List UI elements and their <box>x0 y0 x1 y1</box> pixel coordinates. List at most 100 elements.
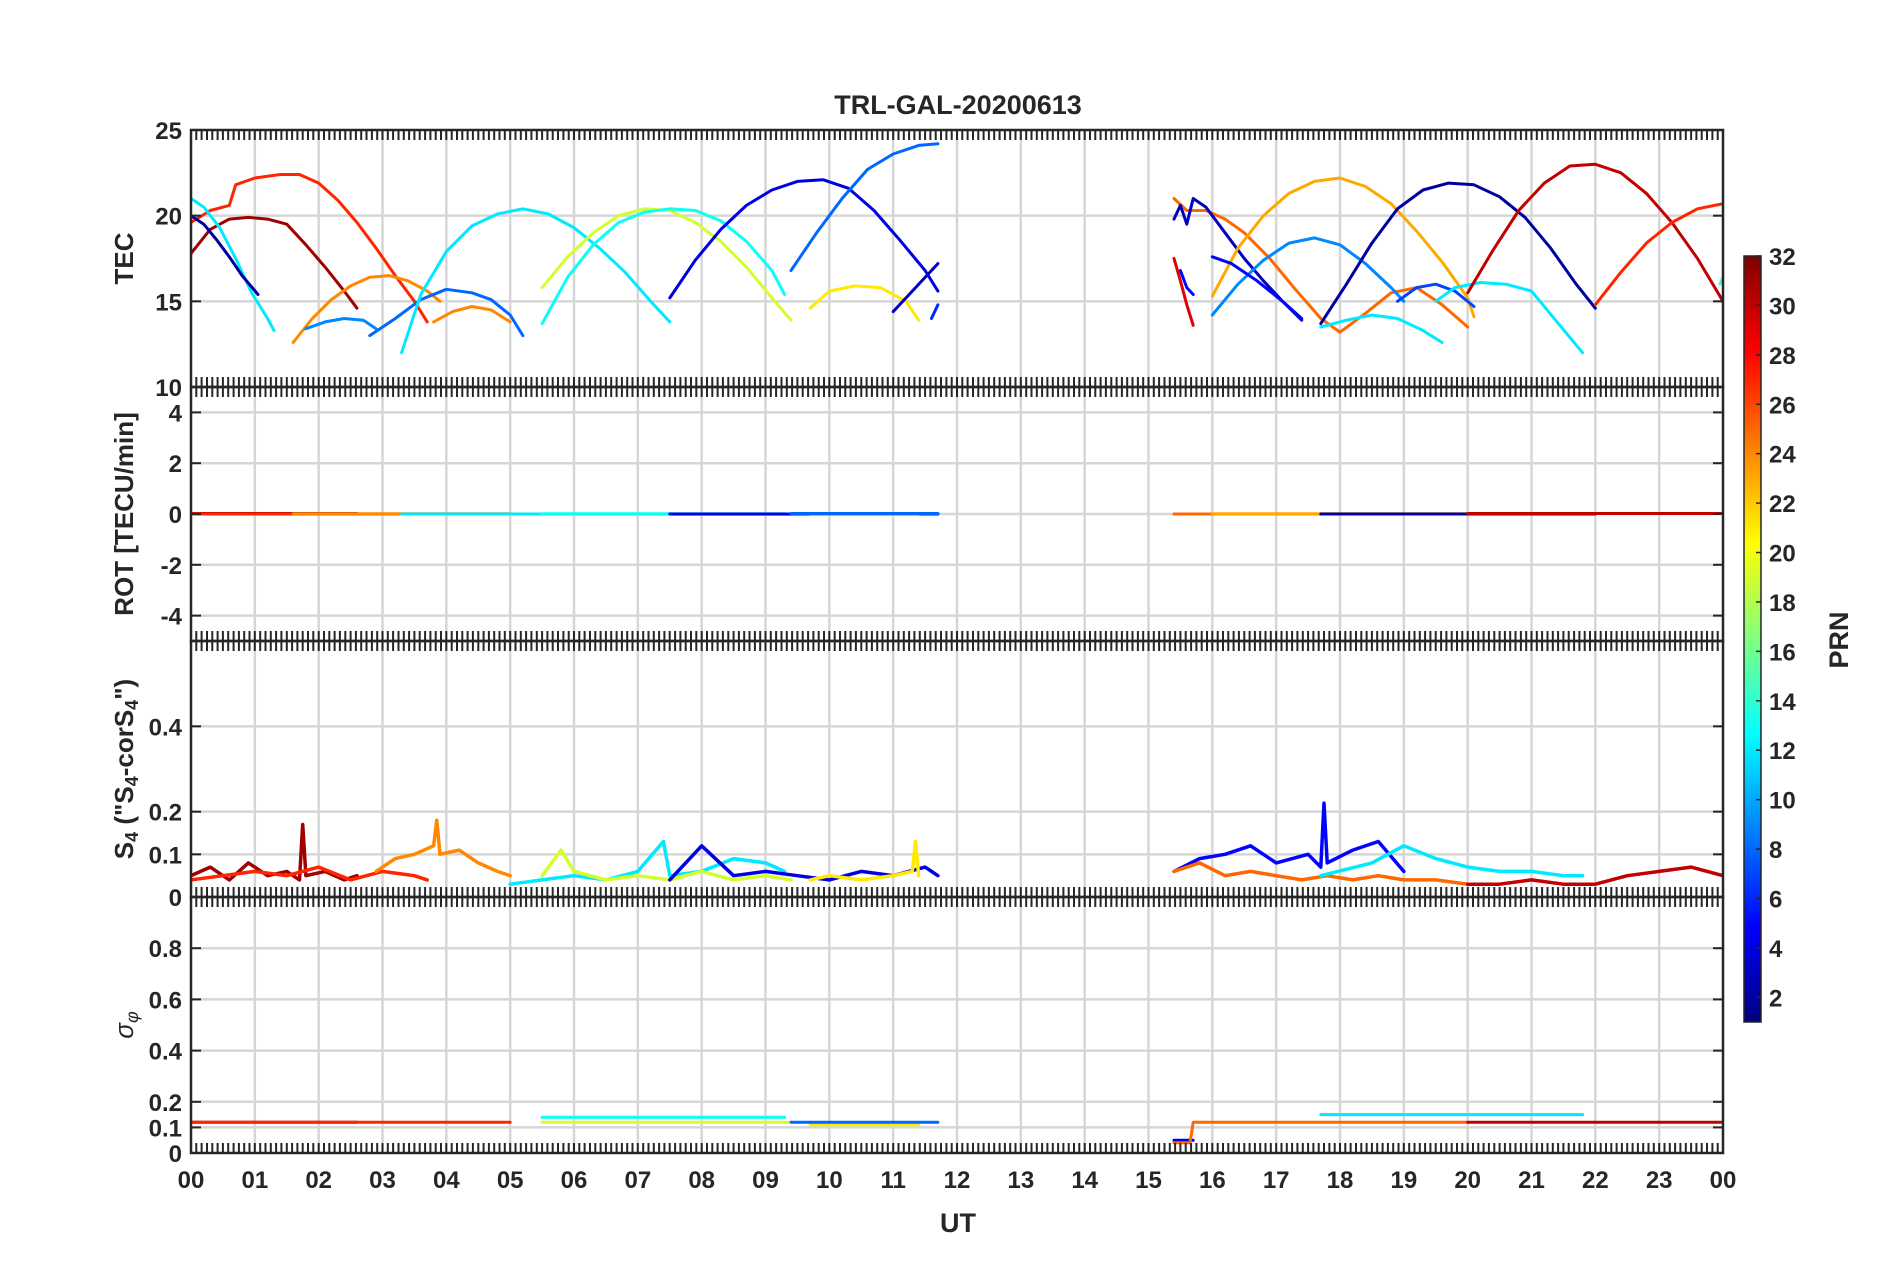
series-line-prn-9 <box>1210 236 1406 317</box>
series-line-prn-12 <box>1319 844 1585 878</box>
colorbar-tick-label: 16 <box>1769 639 1796 666</box>
series-line-prn-23 <box>1210 176 1476 319</box>
y-tick-label: 0.6 <box>149 987 182 1014</box>
chart-title: TRL-GAL-20200613 <box>834 90 1082 120</box>
y-tick-label: 0 <box>169 1141 182 1168</box>
series-line-prn-27 <box>191 865 429 882</box>
x-tick-label: 05 <box>497 1167 524 1194</box>
x-tick-label: 17 <box>1263 1167 1290 1194</box>
series-line-prn-5 <box>1210 255 1304 320</box>
x-tick-label: 03 <box>369 1167 396 1194</box>
series-line-prn-8 <box>368 287 525 338</box>
x-tick-label: 02 <box>305 1167 332 1194</box>
y-tick-label: 15 <box>155 289 182 316</box>
x-tick-label: 04 <box>433 1167 460 1194</box>
y-tick-label: 0.1 <box>149 842 182 869</box>
x-tick-label: 00 <box>1710 1167 1737 1194</box>
colorbar-tick-label: 4 <box>1769 936 1783 963</box>
series-line-prn-2 <box>191 214 260 296</box>
colorbar-tick-label: 18 <box>1769 590 1796 617</box>
colorbar-tick-label: 10 <box>1769 788 1796 815</box>
y-axis-label-sigma-phi: σφ <box>109 1011 142 1039</box>
x-tick-label: 13 <box>1007 1167 1034 1194</box>
series-line-prn-5 <box>1178 269 1195 296</box>
colorbar-tick-label: 22 <box>1769 491 1796 518</box>
series-line-prn-29 <box>1172 257 1195 327</box>
x-minor-ticks <box>190 387 1724 641</box>
y-tick-label: 10 <box>155 375 182 402</box>
series-line-prn-24 <box>291 274 442 344</box>
y-tick-label: 0 <box>169 502 182 529</box>
x-minor-ticks <box>190 897 1724 1153</box>
panel-sigma-phi: 00.10.2 0.4 0.6 0.8 σφ <box>109 895 1725 1168</box>
series-group <box>191 142 1723 355</box>
series-line-prn-3 <box>1172 197 1304 322</box>
colorbar-gradient <box>1743 255 1762 1023</box>
x-tick-label: 12 <box>944 1167 971 1194</box>
series-group <box>191 512 1723 516</box>
panel-s4: 0 0.1 0.2 0.4 S4 ("S4-corS4") <box>109 639 1725 912</box>
y-tick-label: 2 <box>169 451 182 478</box>
y-tick-label: 25 <box>155 118 182 145</box>
series-line-prn-12 <box>508 839 787 886</box>
x-tick-label: 15 <box>1135 1167 1162 1194</box>
y-tick-label: 0.4 <box>149 1039 183 1066</box>
series-line-prn-7 <box>1396 282 1476 308</box>
x-minor-ticks <box>190 130 1724 387</box>
x-tick-label: 06 <box>561 1167 588 1194</box>
colorbar-tick-label: 26 <box>1769 392 1796 419</box>
series-line-prn-25 <box>1172 1120 1470 1145</box>
series-group <box>191 801 1723 886</box>
series-line-prn-31 <box>191 215 359 310</box>
colorbar-tick-label: 20 <box>1769 541 1796 568</box>
x-tick-label: 09 <box>752 1167 779 1194</box>
x-tick-label: 10 <box>816 1167 843 1194</box>
x-tick-label: 01 <box>241 1167 268 1194</box>
y-tick-label: 0.4 <box>149 714 183 741</box>
y-axis-label-rot: ROT [TECU/min] <box>109 412 139 616</box>
x-tick-label: 21 <box>1518 1167 1545 1194</box>
y-axis-label-tec: TEC <box>109 232 139 284</box>
colorbar-label: PRN <box>1824 611 1854 668</box>
series-line-prn-12 <box>400 207 672 355</box>
x-tick-label: 08 <box>688 1167 715 1194</box>
x-tick-label: 19 <box>1390 1167 1417 1194</box>
colorbar-tick-label: 14 <box>1769 689 1796 716</box>
y-tick-label: 20 <box>155 204 182 231</box>
series-line-prn-30 <box>1466 162 1723 303</box>
series-line-prn-3 <box>891 262 940 314</box>
series-line-prn-12 <box>1434 281 1585 355</box>
series-line-prn-21 <box>808 284 921 322</box>
series-line-prn-27 <box>1593 202 1723 307</box>
x-tick-label: 18 <box>1327 1167 1354 1194</box>
y-tick-label: 4 <box>169 400 183 427</box>
series-line-prn-6 <box>930 303 940 320</box>
x-tick-label: 23 <box>1646 1167 1673 1194</box>
colorbar-tick-label: 12 <box>1769 738 1796 765</box>
series-line-prn-4 <box>668 178 940 300</box>
x-tick-label: 14 <box>1071 1167 1098 1194</box>
series-line-prn-12 <box>191 197 276 332</box>
series-line-prn-27 <box>191 173 429 324</box>
y-tick-label: -2 <box>161 553 182 580</box>
series-line-prn-13 <box>540 207 787 326</box>
series-line-prn-25 <box>1172 861 1470 886</box>
series-line-prn-24 <box>374 818 512 878</box>
series-line-prn-9 <box>304 317 378 331</box>
series-line-prn-8 <box>789 142 940 272</box>
series-line-prn-5 <box>1172 801 1406 874</box>
x-tick-labels: 00 01 02 03 04 05 06 07 08 09 10 11 12 13 14 15 16 17 18 19… <box>178 1167 1737 1194</box>
panel-rot: -4 -2 0 2 4 ROT [TECU/min] <box>109 385 1725 643</box>
x-minor-ticks <box>190 641 1724 897</box>
series-line-prn-30 <box>1465 865 1723 886</box>
y-tick-label: 0.2 <box>149 800 182 827</box>
x-tick-label: 20 <box>1454 1167 1481 1194</box>
series-line-prn-25 <box>1172 197 1470 334</box>
panel-tec: 10 15 20 25 TEC <box>109 118 1725 402</box>
colorbar-tick-label: 24 <box>1769 442 1796 469</box>
colorbar-tick-label: 30 <box>1769 293 1796 320</box>
